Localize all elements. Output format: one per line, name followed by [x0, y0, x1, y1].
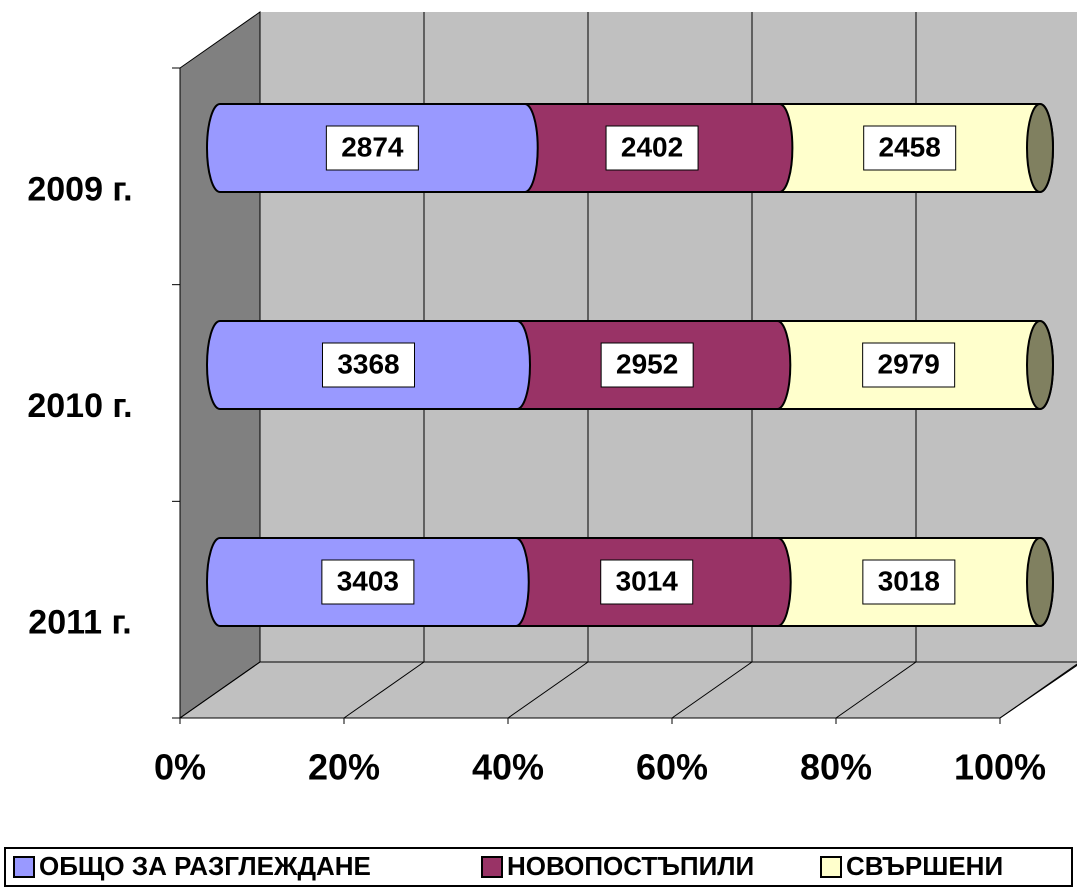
x-tick-label: 60%: [636, 747, 708, 788]
legend-label: НОВОПОСТЪПИЛИ: [507, 851, 754, 881]
data-label: 3018: [878, 565, 940, 596]
grid-line: [343, 661, 425, 719]
bar-cap: [1026, 103, 1054, 193]
x-tick-label: 0%: [154, 747, 206, 788]
data-label: 2874: [341, 131, 404, 162]
grid-line: [835, 661, 917, 719]
legend-swatch: [820, 856, 842, 878]
data-label-box: [321, 342, 415, 388]
data-label-box: [863, 125, 957, 171]
data-label: 2952: [616, 348, 678, 379]
legend-box: [4, 847, 1073, 887]
bar-cap: [1026, 320, 1054, 410]
data-label: 3014: [616, 565, 679, 596]
data-label: 3368: [337, 348, 399, 379]
y-tick-label: 2009 г.: [27, 170, 132, 208]
x-tick-label: 20%: [308, 747, 380, 788]
data-label-box: [600, 559, 694, 605]
legend-swatch: [481, 856, 503, 878]
data-label: 3403: [337, 565, 399, 596]
legend-swatch: [13, 856, 35, 878]
legend-label: СВЪРШЕНИ: [846, 851, 1003, 881]
data-label-box: [600, 342, 694, 388]
x-tick-label: 40%: [472, 747, 544, 788]
grid-line: [999, 663, 1077, 719]
data-label-box: [321, 559, 415, 605]
floor: [178, 661, 1077, 719]
data-label-box: [605, 125, 699, 171]
data-label: 2402: [621, 131, 683, 162]
legend-label: ОБЩО ЗА РАЗГЛЕЖДАНЕ: [39, 851, 371, 881]
grid-line: [671, 661, 753, 719]
x-tick-label: 80%: [800, 747, 872, 788]
grid-line: [179, 661, 261, 719]
y-tick-label: 2010 г.: [27, 387, 132, 425]
data-label-box: [862, 342, 956, 388]
data-label: 2458: [879, 131, 941, 162]
data-label-box: [862, 559, 956, 605]
grid-line: [507, 661, 589, 719]
x-tick-label: 100%: [954, 747, 1046, 788]
data-label-box: [325, 125, 419, 171]
data-label: 2979: [878, 348, 940, 379]
bar-cap: [1026, 537, 1054, 627]
y-tick-label: 2011 г.: [28, 604, 131, 642]
